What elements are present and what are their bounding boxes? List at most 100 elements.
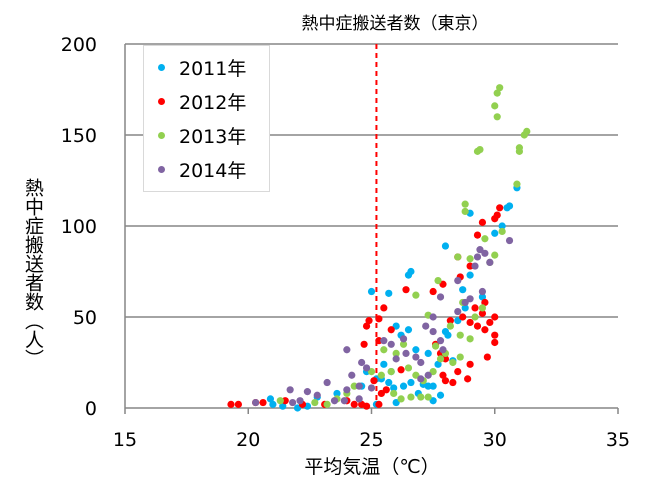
data-point <box>478 293 487 301</box>
data-point <box>380 360 388 368</box>
data-point <box>404 326 413 334</box>
series-2014年 <box>252 236 514 407</box>
data-point <box>387 368 395 376</box>
data-point <box>360 340 368 348</box>
legend-item-2014: 2014年 <box>158 154 246 184</box>
data-point <box>464 375 472 383</box>
data-point <box>461 298 469 307</box>
series-2012年 <box>227 204 504 410</box>
data-point <box>404 364 413 372</box>
data-point <box>252 398 260 407</box>
data-point <box>382 386 390 394</box>
data-point <box>407 378 415 387</box>
data-point <box>402 286 410 294</box>
tick-labels: 0 50 100 150 200 15 20 25 30 35 <box>61 34 630 451</box>
data-point <box>279 402 287 410</box>
data-point <box>362 364 371 372</box>
data-point <box>358 358 366 367</box>
data-point <box>375 400 383 408</box>
data-point <box>454 368 462 376</box>
data-point <box>436 355 445 363</box>
y-tick-label: 200 <box>61 34 97 56</box>
data-point <box>390 389 398 398</box>
data-point <box>362 402 371 410</box>
data-point <box>429 327 437 336</box>
data-point <box>454 253 462 261</box>
data-point <box>466 318 474 327</box>
data-point <box>392 349 400 357</box>
data-point <box>350 400 358 408</box>
data-point <box>491 313 499 321</box>
data-point <box>441 242 450 250</box>
data-point <box>404 271 413 279</box>
data-point <box>385 378 393 387</box>
data-point <box>385 289 393 297</box>
data-point <box>446 317 454 325</box>
data-point <box>446 322 454 330</box>
data-point <box>429 397 437 405</box>
data-point <box>483 353 491 361</box>
data-point <box>491 338 499 347</box>
data-point <box>348 371 356 379</box>
data-point <box>486 258 494 266</box>
data-point <box>496 84 504 92</box>
data-point <box>491 215 499 223</box>
data-point <box>397 366 405 374</box>
axes <box>124 44 619 414</box>
data-point <box>392 355 400 363</box>
data-point <box>367 368 376 376</box>
data-point <box>311 398 319 407</box>
legend-marker <box>158 97 165 105</box>
data-points <box>227 84 531 412</box>
x-tick-label: 30 <box>483 429 507 451</box>
data-point <box>424 382 432 390</box>
data-point <box>449 358 457 367</box>
x-tick-label: 20 <box>236 429 260 451</box>
y-tick-label: 0 <box>85 398 97 420</box>
data-point <box>491 331 499 339</box>
data-point <box>380 346 388 354</box>
data-point <box>424 393 432 401</box>
data-point <box>417 358 425 367</box>
data-point <box>399 335 408 343</box>
data-point <box>434 360 442 368</box>
data-point <box>340 397 348 405</box>
data-point <box>456 331 464 339</box>
data-point <box>380 337 388 345</box>
data-point <box>439 346 447 354</box>
data-point <box>343 346 351 354</box>
data-point <box>365 317 373 325</box>
legend-item-2011: 2011年 <box>158 52 246 82</box>
data-point <box>449 378 457 387</box>
data-point <box>481 235 489 243</box>
data-point <box>303 388 312 396</box>
data-point <box>422 322 430 330</box>
data-point <box>491 102 499 110</box>
data-point <box>496 204 504 212</box>
data-point <box>441 377 450 385</box>
data-point <box>444 331 452 339</box>
data-point <box>473 322 482 330</box>
data-point <box>424 371 432 379</box>
data-point <box>486 318 494 327</box>
data-point <box>350 382 358 390</box>
data-point <box>493 113 501 121</box>
data-point <box>296 397 304 405</box>
data-point <box>417 393 425 401</box>
data-point <box>461 304 469 312</box>
data-point <box>503 204 511 212</box>
data-point <box>431 342 440 350</box>
data-point <box>281 397 289 405</box>
legend-marker <box>158 131 165 139</box>
data-point <box>498 227 506 236</box>
data-point <box>471 313 479 321</box>
data-point <box>343 386 351 394</box>
data-point <box>473 147 482 155</box>
legend-marker <box>158 63 165 71</box>
data-point <box>513 180 521 188</box>
legend-marker <box>158 165 165 173</box>
data-point <box>367 384 376 392</box>
data-point <box>459 313 467 321</box>
data-point <box>402 349 410 357</box>
